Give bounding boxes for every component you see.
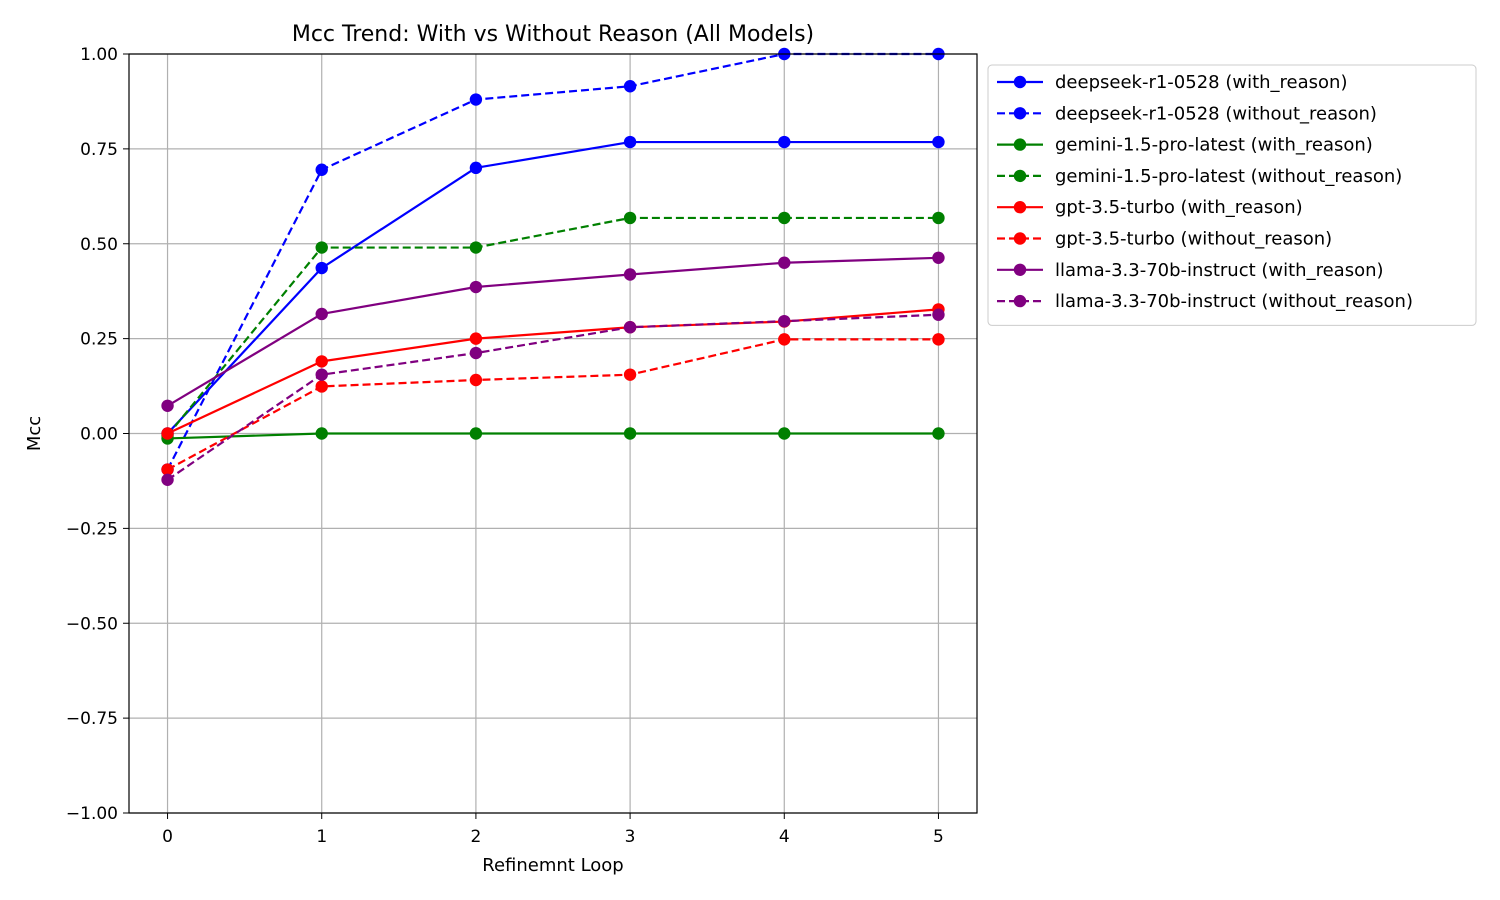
data-point	[623, 427, 637, 440]
legend-marker	[1013, 75, 1027, 89]
series-line-7	[166, 313, 939, 481]
y-tick-label: −1.00	[66, 804, 118, 824]
legend: deepseek-r1-0528 (with_reason) deepseek-r…	[987, 64, 1477, 326]
data-point	[932, 251, 945, 264]
data-point	[623, 80, 637, 93]
data-point	[778, 427, 791, 440]
legend-label: llama-3.3-70b-instruct (with_reason)	[1055, 260, 1384, 281]
legend-item: llama-3.3-70b-instruct (with_reason)	[997, 260, 1384, 281]
legend-label: deepseek-r1-0528 (without_reason)	[1055, 103, 1377, 124]
legend-marker	[1013, 263, 1027, 276]
data-point	[932, 308, 945, 321]
data-point	[932, 211, 945, 225]
data-point	[315, 427, 328, 440]
data-point	[932, 135, 945, 149]
data-point	[623, 211, 637, 225]
data-point	[778, 256, 791, 269]
y-tick-label: 0.25	[80, 330, 118, 350]
y-tick-label: 0.00	[80, 425, 118, 445]
data-point	[315, 261, 328, 275]
series-line-2	[167, 432, 939, 440]
series-points	[161, 47, 945, 486]
data-point	[623, 368, 637, 381]
data-point	[161, 463, 174, 476]
x-tick-label: 5	[933, 827, 944, 847]
data-point	[469, 161, 483, 175]
series-lines	[166, 52, 939, 481]
y-tick-label: 0.75	[80, 140, 118, 160]
x-tick-label: 0	[162, 827, 173, 847]
data-point	[932, 333, 945, 346]
legend-marker	[1013, 232, 1027, 245]
data-point	[623, 321, 637, 334]
legend-item: gpt-3.5-turbo (with_reason)	[997, 197, 1303, 218]
data-point	[469, 332, 483, 345]
data-point	[161, 473, 174, 486]
data-point	[623, 268, 637, 281]
x-axis-title: Refinemnt Loop	[482, 855, 623, 876]
y-tick-label: −0.75	[66, 709, 118, 729]
x-tick-label: 4	[779, 827, 790, 847]
legend-label: gpt-3.5-turbo (with_reason)	[1055, 197, 1303, 218]
legend-item: llama-3.3-70b-instruct (without_reason)	[997, 291, 1413, 312]
data-point	[315, 241, 328, 254]
x-tick-label: 2	[470, 827, 481, 847]
data-point	[469, 373, 483, 387]
data-point	[469, 427, 483, 440]
x-tick-label: 3	[625, 827, 636, 847]
legend-item: gemini-1.5-pro-latest (without_reason)	[997, 166, 1402, 187]
y-axis-ticks: −1.00 −0.75 −0.50 −0.25 0.00 0.25 0.50 0.75 1.00	[66, 45, 129, 824]
series-line-4	[167, 308, 939, 435]
y-tick-label: −0.50	[66, 614, 118, 634]
legend-marker	[1013, 138, 1027, 151]
legend-marker	[1013, 107, 1027, 120]
y-tick-label: 1.00	[80, 45, 118, 65]
legend-label: gemini-1.5-pro-latest (with_reason)	[1055, 135, 1373, 156]
data-point	[161, 399, 174, 412]
legend-marker	[1013, 294, 1027, 308]
x-axis-ticks: 0 1 2 3 4 5	[162, 813, 944, 847]
data-point	[778, 135, 791, 149]
legend-label: gpt-3.5-turbo (without_reason)	[1055, 229, 1332, 250]
data-point	[469, 346, 483, 360]
legend-item: deepseek-r1-0528 (without_reason)	[997, 103, 1377, 124]
data-point	[315, 368, 328, 381]
series-line-6	[166, 256, 939, 407]
legend-item: deepseek-r1-0528 (with_reason)	[997, 72, 1347, 93]
data-point	[315, 380, 328, 393]
y-tick-label: 0.50	[80, 235, 118, 255]
series-line-0	[166, 140, 939, 435]
data-point	[469, 241, 483, 254]
legend-marker	[1013, 169, 1027, 183]
data-point	[315, 355, 328, 368]
legend-label: deepseek-r1-0528 (with_reason)	[1055, 72, 1347, 93]
series-line-3	[166, 216, 939, 437]
data-point	[778, 314, 791, 328]
data-point	[469, 280, 483, 294]
data-point	[315, 163, 328, 176]
data-point	[161, 427, 174, 440]
x-tick-label: 1	[316, 827, 327, 847]
legend-box	[987, 64, 1477, 326]
legend-label: gemini-1.5-pro-latest (without_reason)	[1055, 166, 1402, 187]
data-point	[623, 135, 637, 149]
chart-title: Mcc Trend: With vs Without Reason (All M…	[292, 22, 814, 47]
data-point	[469, 93, 483, 106]
data-point	[932, 427, 945, 440]
y-axis-title: Mcc	[24, 416, 45, 451]
data-point	[778, 211, 791, 225]
legend-item: gpt-3.5-turbo (without_reason)	[997, 229, 1332, 250]
legend-marker	[1013, 201, 1027, 214]
data-point	[778, 333, 791, 346]
y-tick-label: −0.25	[66, 519, 118, 539]
series-line-5	[167, 338, 939, 471]
data-point	[315, 307, 328, 321]
legend-label: llama-3.3-70b-instruct (without_reason)	[1055, 291, 1413, 312]
legend-item: gemini-1.5-pro-latest (with_reason)	[997, 135, 1373, 156]
